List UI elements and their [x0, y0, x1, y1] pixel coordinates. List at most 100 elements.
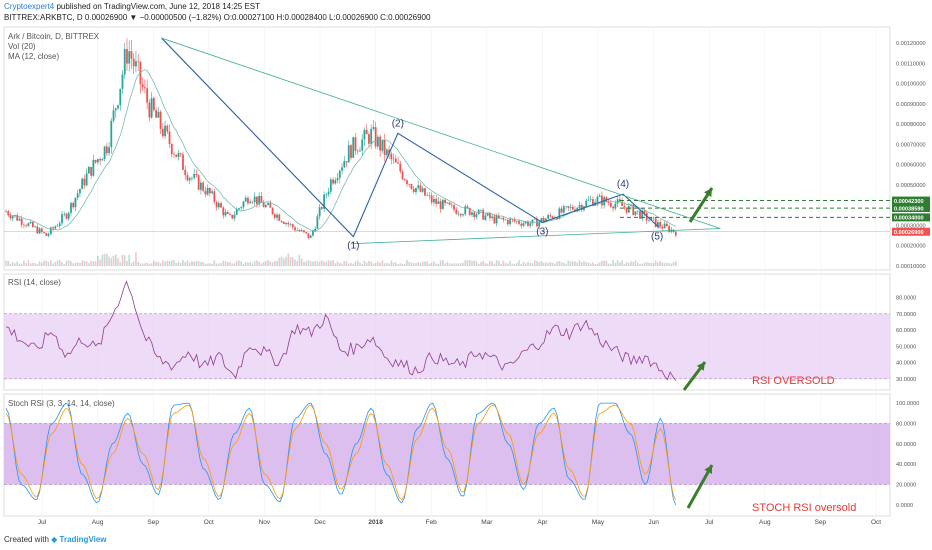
candle-body	[150, 98, 153, 118]
volume-bar	[386, 262, 388, 266]
candle-body	[128, 51, 131, 64]
candle-body	[477, 209, 480, 215]
volume-bar	[549, 262, 552, 266]
volume-bar	[558, 261, 561, 266]
volume-bar	[294, 259, 296, 266]
volume-bar	[314, 261, 316, 266]
author-link[interactable]: Cryptoexpert4	[4, 2, 55, 11]
candle-body	[392, 158, 395, 160]
candle-body	[648, 220, 650, 221]
volume-bar	[211, 263, 213, 266]
volume-bar	[428, 263, 431, 266]
candle-body	[83, 178, 86, 186]
stoch-legend: Stoch RSI (3, 3, 14, 14, close)	[8, 399, 115, 408]
price-tag-label: 0.00038590	[894, 206, 924, 212]
candle-body	[224, 212, 227, 216]
volume-bar	[574, 261, 576, 266]
volume-bar	[112, 255, 115, 266]
candle-body	[70, 202, 72, 213]
volume-bar	[222, 260, 225, 266]
volume-bar	[338, 262, 341, 266]
volume-bar	[484, 263, 487, 266]
volume-bar	[233, 263, 236, 266]
x-tick-label: Nov	[259, 519, 271, 526]
volume-bar	[253, 261, 256, 266]
legend-title: Ark / Bitcoin, D, BITTREX	[8, 32, 100, 41]
candle-body	[379, 136, 382, 151]
volume-bar	[480, 262, 482, 266]
candle-body	[90, 167, 93, 176]
candle-body	[621, 201, 623, 206]
candle-body	[652, 217, 655, 219]
ma-line	[5, 69, 676, 232]
volume-bar	[312, 261, 314, 266]
candle-body	[352, 137, 355, 158]
volume-bar	[442, 260, 444, 266]
candle-body	[87, 167, 90, 174]
volume-bar	[415, 263, 417, 266]
volume-bar	[173, 260, 175, 266]
candle-body	[657, 222, 659, 227]
x-tick-label: Jul	[38, 519, 47, 526]
price-tag-bg	[892, 196, 930, 205]
volume-bar	[455, 263, 458, 266]
volume-bar	[260, 263, 263, 266]
volume-bar	[551, 262, 554, 266]
candle-body	[343, 161, 346, 168]
candle-body	[527, 221, 529, 226]
candle-body	[278, 214, 281, 221]
volume-bar	[444, 263, 446, 266]
volume-bar	[433, 261, 435, 266]
candle-body	[40, 228, 43, 232]
candle-body	[238, 208, 240, 210]
volume-bar	[170, 260, 173, 266]
volume-bar	[471, 261, 473, 266]
volume-bar	[616, 260, 619, 266]
candle-body	[495, 215, 498, 224]
candle-body	[31, 221, 34, 228]
candle-body	[551, 216, 554, 219]
stoch-tick-label: 0.0000	[896, 503, 913, 509]
volume-bar	[388, 263, 390, 266]
candle-body	[623, 205, 626, 208]
price-tag-bg	[892, 204, 930, 213]
candle-body	[385, 149, 388, 155]
candle-body	[547, 215, 550, 219]
volume-bar	[162, 260, 164, 266]
candle-body	[242, 201, 245, 208]
candle-body	[356, 150, 359, 152]
y-tick-label: 0.00120000	[896, 41, 926, 47]
volume-bar	[424, 261, 426, 266]
main-legend: Ark / Bitcoin, D, BITTREX Vol (20) MA (1…	[8, 32, 99, 62]
candle-body	[446, 202, 449, 204]
candle-body	[455, 209, 458, 214]
volume-bar	[397, 263, 399, 266]
candle-body	[540, 218, 543, 222]
candle-body	[49, 227, 52, 235]
volume-bar	[121, 254, 124, 266]
price-tag-bg	[892, 227, 930, 236]
y-tick-label: 0.00050000	[896, 183, 926, 189]
candle-body	[381, 139, 384, 151]
volume-bar	[58, 260, 61, 266]
volume-bar	[16, 261, 19, 266]
volume-bar	[38, 261, 41, 266]
volume-bar	[188, 262, 191, 266]
candle-body	[226, 212, 229, 214]
candle-body	[596, 196, 599, 203]
candle-body	[110, 120, 113, 148]
volume-bar	[515, 263, 518, 266]
volume-bar	[153, 260, 155, 266]
candle-body	[20, 218, 23, 225]
volume-bar	[448, 263, 451, 266]
ohlc-line: BITTREX:ARKBTC, D 0.00026900 ▼ −0.000005…	[4, 13, 431, 22]
candle-body	[220, 203, 222, 208]
volume-bar	[282, 258, 285, 266]
volume-bar	[88, 263, 90, 266]
candle-body	[334, 180, 337, 184]
candle-body	[497, 215, 500, 219]
tradingview-brand[interactable]: TradingView	[59, 535, 107, 544]
candle-body	[159, 111, 162, 129]
candle-body	[258, 195, 261, 205]
volume-bar	[202, 261, 204, 266]
